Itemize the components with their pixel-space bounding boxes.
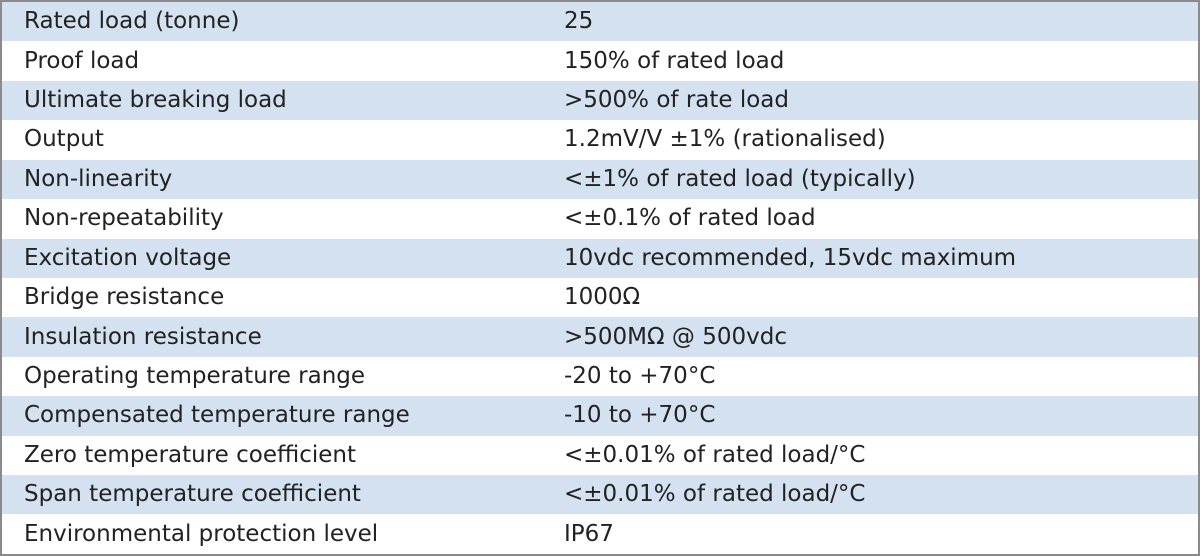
spec-row-zero-temperature-coefficient: Zero temperature coefficient <±0.01% of … <box>2 435 1198 476</box>
spec-row-compensated-temperature-range: Compensated temperature range -10 to +70… <box>2 396 1198 436</box>
spec-row-ultimate-breaking-load: Ultimate breaking load >500% of rate loa… <box>2 80 1198 121</box>
spec-label: Proof load <box>24 47 140 74</box>
spec-label: Output <box>24 126 104 153</box>
spec-row-non-repeatability: Non-repeatability <±0.1% of rated load <box>2 199 1198 239</box>
spec-label: Insulation resistance <box>24 323 262 350</box>
spec-value: -20 to +70°C <box>564 363 716 389</box>
spec-value: -10 to +70°C <box>564 402 716 429</box>
spec-label: Non-repeatability <box>24 205 224 232</box>
spec-label: Environmental protection level <box>24 520 379 547</box>
spec-value: <±0.1% of rated load <box>564 205 816 232</box>
spec-label: Zero temperature coefficient <box>24 441 357 468</box>
spec-label: Compensated temperature range <box>24 402 410 429</box>
spec-row-operating-temperature-range: Operating temperature range -20 to +70°C <box>2 356 1198 397</box>
spec-label: Rated load (tonne) <box>24 8 240 35</box>
spec-value: >500% of rate load <box>564 87 790 114</box>
spec-value: <±0.01% of rated load/°C <box>564 441 866 468</box>
spec-value: 25 <box>564 8 594 35</box>
spec-value: 1.2mV/V ±1% (rationalised) <box>564 126 886 153</box>
spec-value: <±1% of rated load (typically) <box>564 165 916 192</box>
spec-label: Bridge resistance <box>24 284 225 311</box>
spec-row-rated-load: Rated load (tonne) 25 <box>2 2 1198 42</box>
spec-label: Non-linearity <box>24 165 173 192</box>
spec-value: 10vdc recommended, 15vdc maximum <box>564 244 1017 271</box>
spec-row-non-linearity: Non-linearity <±1% of rated load (typica… <box>2 159 1198 200</box>
spec-row-excitation-voltage: Excitation voltage 10vdc recommended, 15… <box>2 238 1198 278</box>
spec-value: >500MΩ @ 500vdc <box>564 323 787 350</box>
spec-value: <±0.01% of rated load/°C <box>564 481 866 508</box>
spec-row-proof-load: Proof load 150% of rated load <box>2 41 1198 81</box>
spec-row-insulation-resistance: Insulation resistance >500MΩ @ 500vdc <box>2 317 1198 357</box>
spec-value: IP67 <box>564 520 614 547</box>
spec-value: 150% of rated load <box>564 47 785 74</box>
spec-row-environmental-protection-level: Environmental protection level IP67 <box>2 514 1198 554</box>
spec-value: 1000Ω <box>564 284 641 311</box>
spec-row-output: Output 1.2mV/V ±1% (rationalised) <box>2 120 1198 160</box>
spec-label: Excitation voltage <box>24 244 232 271</box>
spec-label: Span temperature coefficient <box>24 481 361 508</box>
spec-label: Operating temperature range <box>24 363 366 389</box>
spec-row-span-temperature-coefficient: Span temperature coefficient <±0.01% of … <box>2 475 1198 515</box>
spec-label: Ultimate breaking load <box>24 87 287 114</box>
spec-row-bridge-resistance: Bridge resistance 1000Ω <box>2 277 1198 318</box>
